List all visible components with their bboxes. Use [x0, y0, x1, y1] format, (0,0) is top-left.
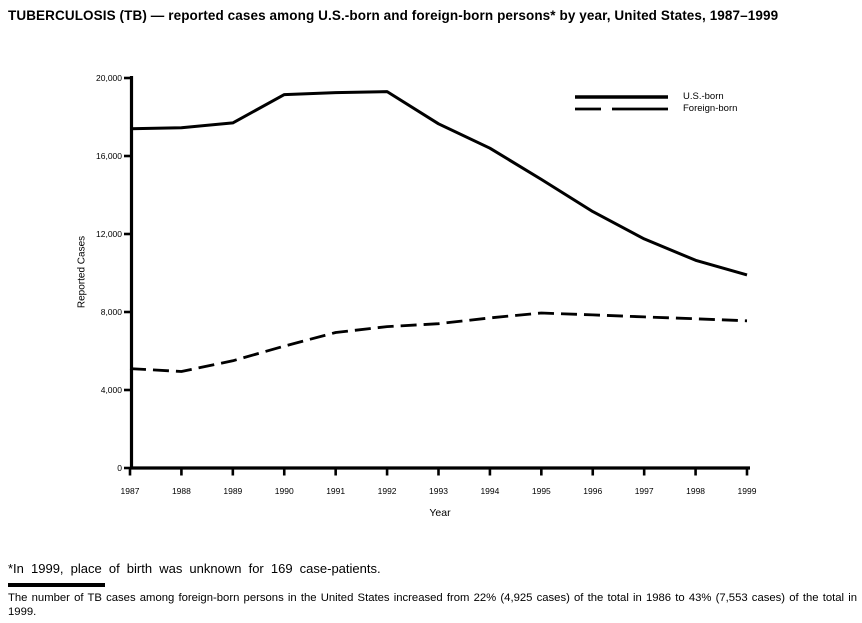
x-tick-label: 1993	[429, 486, 448, 496]
y-tick-label: 16,000	[96, 150, 122, 161]
x-tick-label: 1987	[120, 486, 140, 496]
legend-label-foreign-born: Foreign-born	[683, 103, 738, 114]
legend-label-us-born: U.S.-born	[683, 91, 724, 102]
x-axis-ticks	[128, 468, 749, 476]
x-tick-label: 1998	[686, 486, 706, 496]
figure-title: TUBERCULOSIS (TB) — reported cases among…	[8, 8, 779, 23]
x-tick-label: 1991	[326, 486, 346, 496]
x-axis-title: Year	[429, 507, 451, 519]
footnote-text: *In 1999, place of birth was unknown for…	[8, 561, 381, 576]
y-tick-label: 20,000	[96, 72, 122, 83]
y-axis-title: Reported Cases	[76, 235, 88, 309]
y-tick-label: 12,000	[96, 228, 122, 239]
y-tick-label: 8,000	[100, 306, 122, 317]
x-tick-label: 1989	[223, 486, 243, 496]
x-tick-label: 1997	[634, 486, 654, 496]
x-tick-label: 1990	[274, 486, 294, 496]
x-tick-label: 1996	[583, 486, 603, 496]
x-tick-label: 1988	[171, 486, 191, 496]
y-tick-label: 4,000	[100, 384, 122, 395]
caption-text: The number of TB cases among foreign-bor…	[8, 592, 857, 618]
x-tick-label: 1995	[531, 486, 551, 496]
foreign-born-line	[129, 311, 748, 373]
y-tick-label: 0	[117, 462, 122, 473]
x-tick-label: 1994	[480, 486, 500, 496]
x-tick-label: 1992	[377, 486, 397, 496]
x-tick-label: 1999	[737, 486, 757, 496]
divider-rule	[8, 583, 105, 587]
us-born-line	[129, 90, 748, 277]
